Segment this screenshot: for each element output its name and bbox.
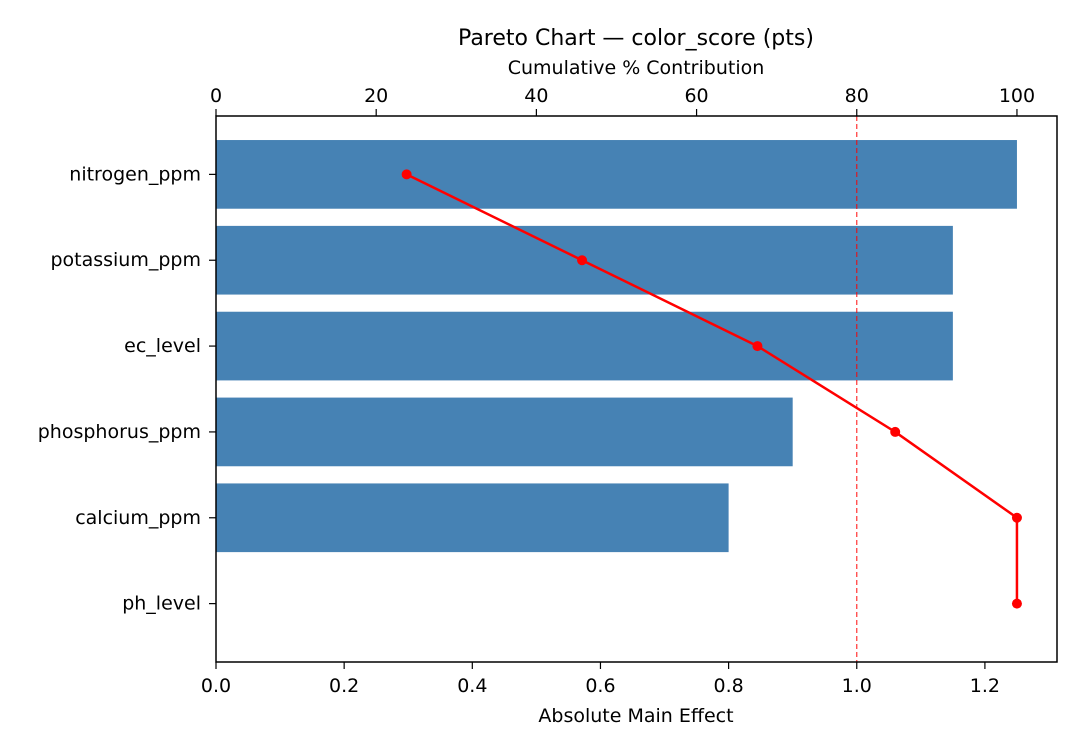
x2-tick-label: 20 — [364, 85, 388, 107]
category-label: phosphorus_ppm — [38, 421, 201, 443]
x-tick-label: 0.0 — [201, 675, 231, 697]
x-tick-label: 1.0 — [842, 675, 872, 697]
bar-ec_level — [216, 311, 953, 381]
x-tick-label: 1.2 — [970, 675, 1000, 697]
x2-tick-label: 0 — [210, 85, 222, 107]
bar-calcium_ppm — [216, 483, 729, 553]
x-tick-label: 0.4 — [457, 675, 487, 697]
x-tick-label: 0.2 — [329, 675, 359, 697]
bottom-axis-label: Absolute Main Effect — [538, 705, 733, 727]
x-tick-label: 0.6 — [585, 675, 615, 697]
category-label: nitrogen_ppm — [69, 163, 201, 185]
category-label: potassium_ppm — [50, 249, 201, 271]
category-label: ph_level — [122, 593, 201, 615]
x2-tick-label: 80 — [845, 85, 869, 107]
cumulative-point — [1011, 512, 1022, 523]
cumulative-line — [406, 173, 1019, 604]
cumulative-point — [1011, 598, 1022, 609]
category-label: ec_level — [124, 335, 201, 357]
chart-title: Pareto Chart — color_score (pts) — [458, 26, 814, 51]
x2-tick-label: 40 — [524, 85, 548, 107]
x2-tick-label: 60 — [684, 85, 708, 107]
x-tick-label: 0.8 — [714, 675, 744, 697]
category-label: calcium_ppm — [75, 507, 201, 529]
plot-frame — [215, 115, 1058, 663]
cumulative-point — [752, 341, 763, 352]
x2-tick-label: 100 — [999, 85, 1035, 107]
cumulative-point — [890, 426, 901, 437]
cumulative-point — [577, 255, 588, 266]
cumulative-point — [401, 169, 412, 180]
top-axis-label: Cumulative % Contribution — [508, 57, 765, 79]
bar-phosphorus_ppm — [216, 397, 793, 467]
bar-nitrogen_ppm — [216, 140, 1017, 209]
